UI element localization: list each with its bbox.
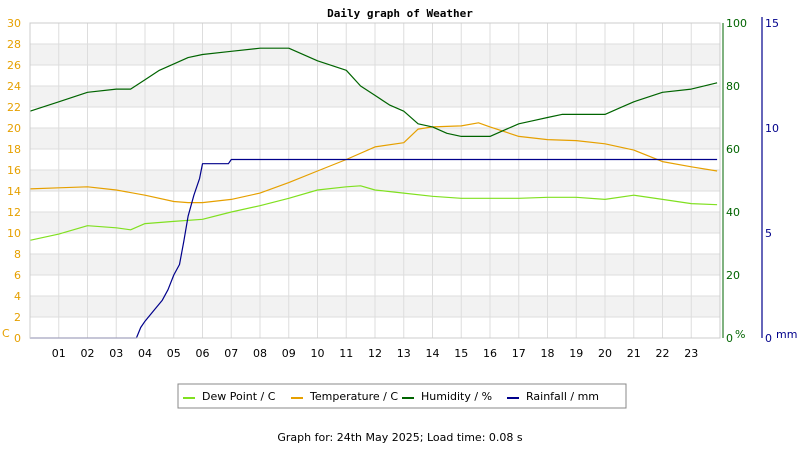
x-tick-label: 10 [311, 347, 325, 360]
chart-title: Daily graph of Weather [327, 7, 473, 20]
x-tick-label: 11 [339, 347, 353, 360]
x-tick-label: 09 [282, 347, 296, 360]
temp-tick-label: 8 [14, 248, 21, 261]
series-lines [29, 47, 718, 339]
x-tick-label: 06 [196, 347, 210, 360]
temp-tick-label: 28 [7, 38, 21, 51]
temp-unit-label: C [2, 327, 10, 340]
humidity-tick-label: 0 [726, 332, 733, 345]
rainfall-tick-label: 0 [765, 332, 772, 345]
x-tick-label: 13 [397, 347, 411, 360]
temp-tick-label: 24 [7, 80, 21, 93]
x-tick-label: 18 [541, 347, 555, 360]
temp-tick-label: 30 [7, 17, 21, 30]
rainfall-tick-label: 15 [765, 17, 779, 30]
legend: Dew Point / C Temperature / C Humidity / %… [177, 383, 627, 409]
rainfall-tick-label: 5 [765, 227, 772, 240]
humidity-tick-label: 40 [726, 206, 740, 219]
humidity-tick-label: 60 [726, 143, 740, 156]
temp-tick-label: 22 [7, 101, 21, 114]
temp-tick-label: 14 [7, 185, 21, 198]
x-tick-label: 02 [81, 347, 95, 360]
rainfall-tick-label: 10 [765, 122, 779, 135]
temp-tick-label: 16 [7, 164, 21, 177]
temp-tick-label: 6 [14, 269, 21, 282]
rainfall-unit-label: mm [776, 328, 797, 341]
x-tick-label: 23 [684, 347, 698, 360]
x-tick-label: 04 [138, 347, 152, 360]
temp-tick-label: 0 [14, 332, 21, 345]
x-tick-label: 08 [253, 347, 267, 360]
axes: 01 02 03 04 05 06 07 08 09 10 11 12 13 14 15 16 17 18 19 20… [2, 17, 797, 360]
temp-tick-label: 20 [7, 122, 21, 135]
legend-entry: Temperature / C [309, 390, 398, 403]
series-line-humidity [29, 47, 718, 137]
x-tick-label: 15 [454, 347, 468, 360]
legend-entry: Humidity / % [421, 390, 492, 403]
temp-tick-label: 12 [7, 206, 21, 219]
graph-footer: Graph for: 24th May 2025; Load time: 0.0… [277, 431, 523, 444]
temp-tick-label: 4 [14, 290, 21, 303]
x-tick-label: 03 [109, 347, 123, 360]
temp-tick-label: 10 [7, 227, 21, 240]
humidity-unit-label: % [735, 328, 745, 341]
x-tick-label: 14 [426, 347, 440, 360]
x-tick-label: 19 [569, 347, 583, 360]
x-tick-label: 21 [627, 347, 641, 360]
plot-border [29, 22, 721, 339]
x-tick-label: 17 [512, 347, 526, 360]
temp-tick-label: 2 [14, 311, 21, 324]
temp-tick-label: 26 [7, 59, 21, 72]
legend-box [177, 383, 627, 409]
humidity-tick-label: 100 [726, 17, 747, 30]
x-tick-label: 12 [368, 347, 382, 360]
series-line-rainfall [30, 158, 718, 339]
series-line-dew [29, 185, 718, 241]
legend-entry: Dew Point / C [202, 390, 276, 403]
x-tick-label: 22 [656, 347, 670, 360]
series-line-temperature [29, 122, 718, 204]
x-tick-label: 05 [167, 347, 181, 360]
humidity-tick-label: 80 [726, 80, 740, 93]
x-tick-label: 20 [598, 347, 612, 360]
x-tick-label: 16 [483, 347, 497, 360]
x-tick-label: 07 [224, 347, 238, 360]
humidity-tick-label: 20 [726, 269, 740, 282]
x-tick-label: 01 [52, 347, 66, 360]
legend-entry: Rainfall / mm [526, 390, 599, 403]
temp-tick-label: 18 [7, 143, 21, 156]
